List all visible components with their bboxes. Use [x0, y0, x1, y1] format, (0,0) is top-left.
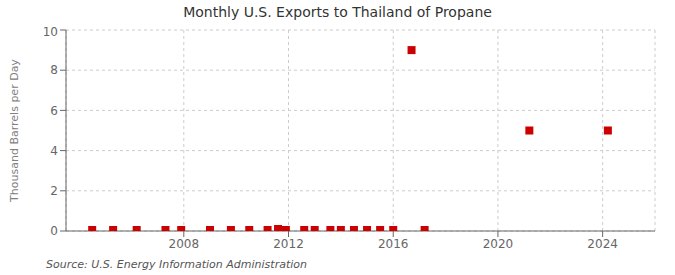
- svg-text:2: 2: [50, 184, 58, 198]
- svg-text:Thousand Barrels per Day: Thousand Barrels per Day: [8, 59, 21, 203]
- svg-text:2016: 2016: [378, 237, 409, 251]
- svg-text:8: 8: [50, 63, 58, 77]
- svg-text:6: 6: [50, 104, 58, 118]
- html-text:Monthly U.S. Exports to Thaila: Monthly U.S. Exports to Thailand of Prop…: [183, 4, 492, 20]
- svg-text:4: 4: [50, 144, 58, 158]
- svg-text:2012: 2012: [273, 237, 304, 251]
- svg-text:10: 10: [43, 25, 58, 39]
- svg-text:2020: 2020: [483, 237, 514, 251]
- svg-text:0: 0: [50, 224, 58, 238]
- html-text:Source: U.S. Energy Informatio: Source: U.S. Energy Information Administ…: [46, 258, 307, 271]
- svg-text:2008: 2008: [169, 237, 200, 251]
- svg-text:2024: 2024: [587, 237, 618, 251]
